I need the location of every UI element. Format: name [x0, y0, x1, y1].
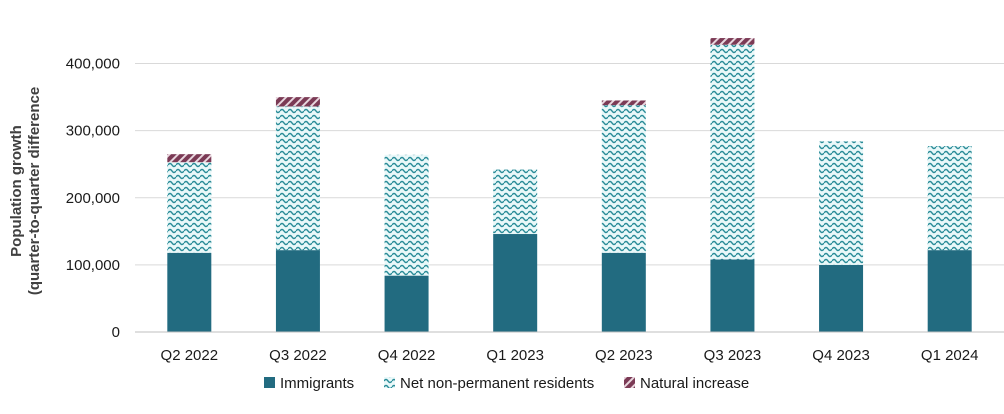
- y-tick-label: 0: [112, 324, 120, 341]
- x-tick-label: Q4 2023: [812, 347, 870, 364]
- bar-net-non-permanent-residents: [819, 141, 864, 265]
- x-tick-label: Q1 2023: [486, 347, 544, 364]
- x-tick-label: Q3 2022: [269, 347, 327, 364]
- x-tick-label: Q4 2022: [378, 347, 436, 364]
- legend-item-net-non-permanent-residents: Net non-permanent residents: [400, 375, 594, 392]
- x-tick-label: Q2 2023: [595, 347, 653, 364]
- x-tick-label: Q1 2024: [921, 347, 979, 364]
- x-axis-ticks: Q2 2022 Q3 2022 Q4 2022 Q1 2023 Q2 2023 Q3 20…: [161, 347, 979, 364]
- legend-swatch: [624, 377, 635, 388]
- bar-net-non-permanent-residents: [275, 106, 320, 251]
- gridlines: [135, 63, 1004, 266]
- bar-net-non-permanent-residents: [493, 169, 538, 235]
- y-tick-label: 100,000: [66, 257, 120, 274]
- x-tick-label: Q2 2022: [161, 347, 219, 364]
- legend-item-immigrants: Immigrants: [280, 375, 354, 392]
- y-axis-label-line1: Population growth: [8, 125, 25, 257]
- bar-immigrants: [710, 259, 755, 332]
- legend-item-natural-increase: Natural increase: [640, 375, 749, 392]
- bar-net-non-permanent-residents: [710, 44, 755, 260]
- bar-natural-increase: [275, 97, 320, 107]
- legend-swatch: [384, 377, 395, 388]
- x-tick-label: Q3 2023: [704, 347, 762, 364]
- bar-net-non-permanent-residents: [927, 146, 972, 251]
- bar-immigrants: [601, 252, 646, 332]
- bar-immigrants: [493, 234, 538, 332]
- bar-net-non-permanent-residents: [601, 105, 646, 253]
- bar-natural-increase: [601, 100, 646, 106]
- y-tick-label: 400,000: [66, 56, 120, 73]
- bar-immigrants: [167, 252, 212, 332]
- bar-immigrants: [927, 250, 972, 332]
- y-tick-label: 300,000: [66, 123, 120, 140]
- bars: [167, 38, 972, 332]
- y-tick-label: 200,000: [66, 190, 120, 207]
- bar-immigrants: [384, 275, 429, 332]
- bar-immigrants: [819, 264, 864, 332]
- bar-net-non-permanent-residents: [384, 154, 429, 276]
- bar-net-non-permanent-residents: [167, 162, 212, 253]
- bar-immigrants: [275, 250, 320, 332]
- legend: Immigrants Net non-permanent residents Nat…: [264, 375, 749, 392]
- legend-swatch: [264, 377, 275, 388]
- bar-natural-increase: [710, 38, 755, 45]
- y-axis-ticks: 0 100,000 200,000 300,000 400,000: [66, 56, 120, 341]
- y-axis-label-line2: (quarter-to-quarter difference: [26, 87, 43, 295]
- bar-natural-increase: [167, 154, 212, 163]
